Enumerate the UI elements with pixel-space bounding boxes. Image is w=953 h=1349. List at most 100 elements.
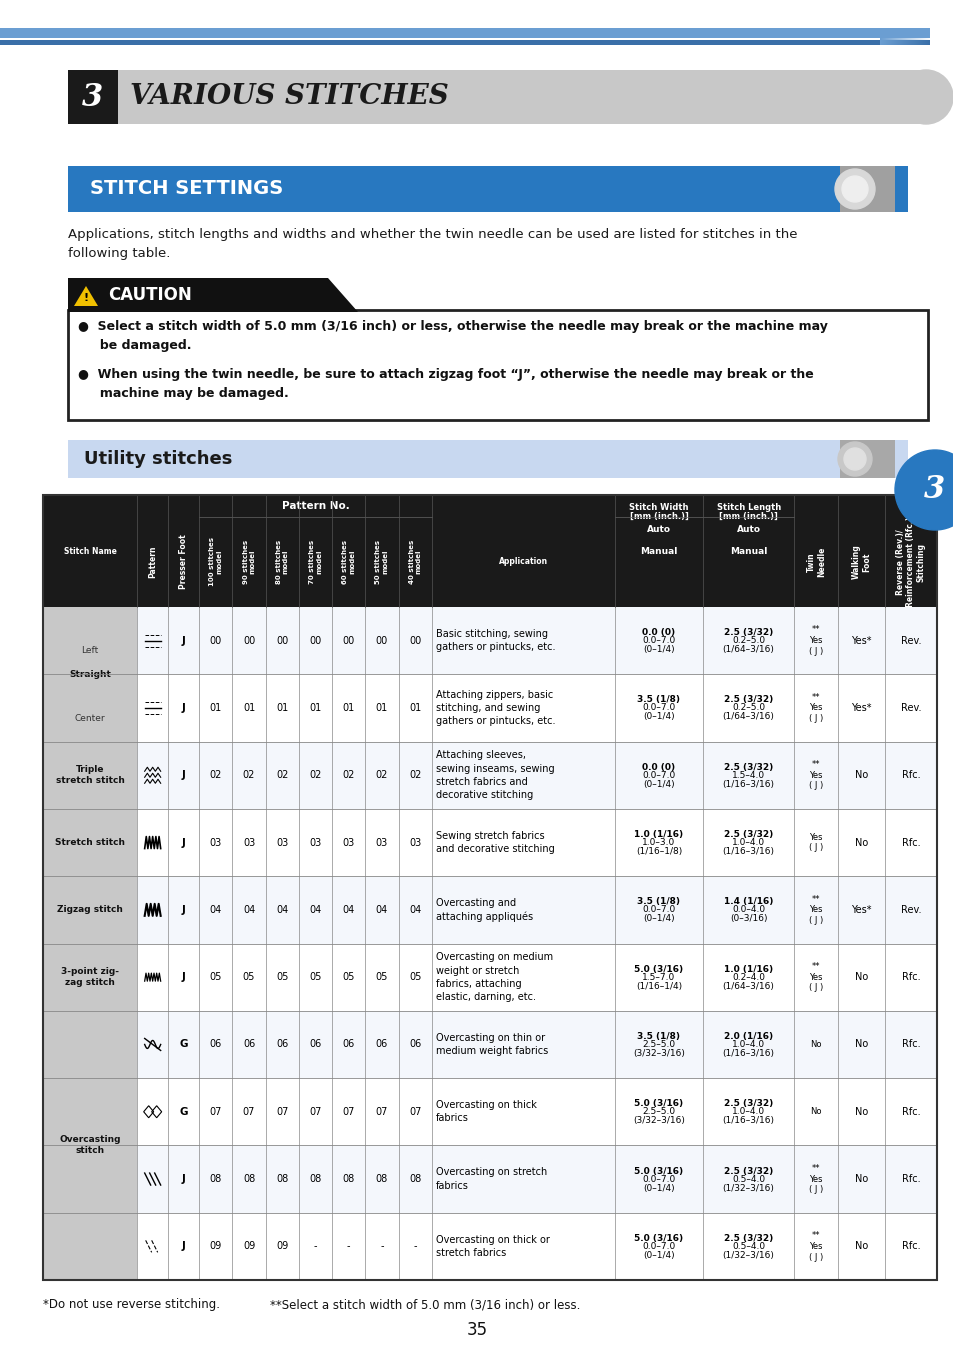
Text: [mm (inch.)]: [mm (inch.)] — [629, 513, 688, 521]
Text: 02: 02 — [375, 770, 388, 780]
Text: 08: 08 — [375, 1174, 388, 1184]
Bar — [879, 28, 880, 45]
Text: Walking
Foot: Walking Foot — [851, 545, 870, 579]
Bar — [887, 28, 888, 45]
Text: Stitch Width: Stitch Width — [629, 503, 688, 513]
Bar — [918, 28, 919, 45]
Text: 02: 02 — [309, 770, 321, 780]
Text: J: J — [182, 703, 186, 714]
Text: 02: 02 — [409, 770, 421, 780]
Text: 0.0–7.0: 0.0–7.0 — [641, 1175, 675, 1183]
Bar — [893, 28, 894, 45]
Bar — [883, 28, 884, 45]
Circle shape — [837, 442, 871, 476]
Text: 07: 07 — [275, 1106, 288, 1117]
Bar — [897, 28, 898, 45]
Text: **
Yes
( J ): ** Yes ( J ) — [808, 1164, 822, 1194]
Bar — [43, 742, 936, 809]
Circle shape — [834, 169, 874, 209]
Text: 100 stitches
model: 100 stitches model — [209, 537, 222, 587]
Text: (0–1/4): (0–1/4) — [642, 1251, 674, 1260]
Text: 2.5 (3/32): 2.5 (3/32) — [723, 830, 773, 839]
Text: 0.2–5.0: 0.2–5.0 — [731, 703, 764, 712]
Text: No: No — [854, 1241, 867, 1252]
Text: 2.0 (1/16): 2.0 (1/16) — [723, 1032, 773, 1041]
Text: 2.5–5.0: 2.5–5.0 — [641, 1108, 675, 1116]
Text: Pattern: Pattern — [148, 546, 157, 579]
Text: 00: 00 — [375, 635, 388, 646]
Text: 40 stitches
model: 40 stitches model — [408, 540, 421, 584]
Text: 0.5–4.0: 0.5–4.0 — [731, 1175, 764, 1183]
Bar — [43, 1213, 936, 1280]
Text: G: G — [179, 1040, 188, 1050]
Text: 0.0–7.0: 0.0–7.0 — [641, 905, 675, 915]
Text: 03: 03 — [375, 838, 388, 847]
Bar — [896, 28, 897, 45]
Bar — [43, 809, 137, 877]
Bar — [912, 28, 913, 45]
Text: -: - — [413, 1241, 416, 1252]
Text: (1/32–3/16): (1/32–3/16) — [722, 1251, 774, 1260]
Text: 07: 07 — [409, 1106, 421, 1117]
Bar — [907, 28, 908, 45]
Text: J: J — [182, 838, 186, 847]
Text: 00: 00 — [243, 635, 254, 646]
Bar — [43, 1010, 936, 1078]
Text: 00: 00 — [309, 635, 321, 646]
Text: Overcasting on thin or
medium weight fabrics: Overcasting on thin or medium weight fab… — [436, 1033, 548, 1056]
Bar — [892, 28, 893, 45]
Text: 03: 03 — [342, 838, 355, 847]
Text: Triple
stretch stitch: Triple stretch stitch — [55, 765, 125, 785]
Bar — [68, 310, 927, 420]
Circle shape — [894, 451, 953, 530]
Text: Reverse (Rev.)/
Reinforcement (Rfc.)
Stitching: Reverse (Rev.)/ Reinforcement (Rfc.) Sti… — [895, 517, 925, 607]
Text: J: J — [182, 973, 186, 982]
Text: (1/64–3/16): (1/64–3/16) — [722, 712, 774, 722]
Text: 60 stitches
model: 60 stitches model — [342, 540, 355, 584]
Bar — [0, 40, 929, 45]
Text: 2.5 (3/32): 2.5 (3/32) — [723, 1167, 773, 1175]
Text: 08: 08 — [243, 1174, 254, 1184]
Text: **
Yes
( J ): ** Yes ( J ) — [808, 894, 822, 925]
Bar — [919, 28, 920, 45]
Text: No: No — [854, 838, 867, 847]
Text: 06: 06 — [409, 1040, 421, 1050]
Text: 02: 02 — [275, 770, 288, 780]
Bar — [904, 28, 905, 45]
Text: 05: 05 — [210, 973, 222, 982]
Text: 05: 05 — [342, 973, 355, 982]
Text: 3-point zig-
zag stitch: 3-point zig- zag stitch — [61, 967, 119, 987]
Text: 0.2–4.0: 0.2–4.0 — [731, 973, 764, 982]
Bar — [900, 28, 901, 45]
Text: 06: 06 — [243, 1040, 254, 1050]
Text: 5.0 (3/16): 5.0 (3/16) — [634, 965, 682, 974]
Bar — [43, 1010, 137, 1280]
Text: 0.0–7.0: 0.0–7.0 — [641, 1242, 675, 1251]
Text: 1.0 (1/16): 1.0 (1/16) — [723, 965, 773, 974]
Text: Applications, stitch lengths and widths and whether the twin needle can be used : Applications, stitch lengths and widths … — [68, 228, 797, 260]
Text: -: - — [347, 1241, 350, 1252]
Bar — [840, 440, 894, 478]
Text: (1/16–3/16): (1/16–3/16) — [722, 1050, 774, 1058]
Text: Zigzag stitch: Zigzag stitch — [57, 905, 123, 915]
Text: 09: 09 — [243, 1241, 254, 1252]
Bar — [890, 28, 891, 45]
Bar — [923, 28, 924, 45]
Text: 08: 08 — [275, 1174, 288, 1184]
Text: 2.5–5.0: 2.5–5.0 — [641, 1040, 675, 1050]
Bar — [913, 28, 914, 45]
Bar — [68, 166, 907, 212]
Bar — [43, 1145, 936, 1213]
Text: 0.0–4.0: 0.0–4.0 — [731, 905, 764, 915]
Text: Center: Center — [74, 714, 105, 723]
Text: 2.5 (3/32): 2.5 (3/32) — [723, 762, 773, 772]
Text: CAUTION: CAUTION — [108, 286, 192, 304]
Bar — [43, 742, 137, 809]
Text: 3.5 (1/8): 3.5 (1/8) — [637, 897, 679, 907]
Text: 05: 05 — [409, 973, 421, 982]
Text: 02: 02 — [342, 770, 355, 780]
Text: 05: 05 — [243, 973, 255, 982]
Bar — [884, 28, 885, 45]
Bar — [924, 28, 925, 45]
Bar — [903, 28, 904, 45]
